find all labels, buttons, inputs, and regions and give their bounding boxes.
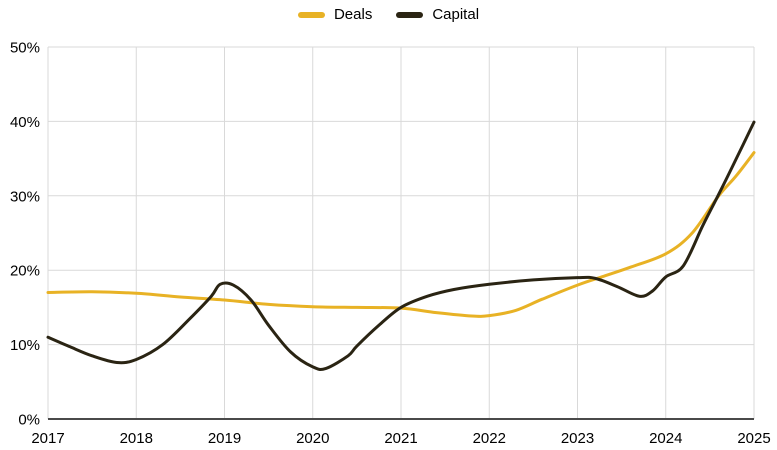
x-axis-label: 2019 bbox=[208, 430, 241, 447]
y-axis-label: 0% bbox=[18, 412, 40, 429]
y-axis-label: 20% bbox=[10, 263, 40, 280]
chart-legend: Deals Capital bbox=[0, 4, 777, 26]
x-axis-label: 2018 bbox=[120, 430, 153, 447]
y-axis-label: 10% bbox=[10, 337, 40, 354]
deals-line bbox=[46, 151, 756, 318]
capital-line bbox=[46, 120, 756, 371]
x-axis-label: 2025 bbox=[737, 430, 770, 447]
x-axis-label: 2023 bbox=[561, 430, 594, 447]
capital-line-swatch-icon bbox=[396, 12, 424, 18]
x-axis-label: 2020 bbox=[296, 430, 329, 447]
x-axis-label: 2024 bbox=[649, 430, 682, 447]
legend-item-capital[interactable]: Capital bbox=[396, 4, 479, 26]
legend-label-capital: Capital bbox=[432, 6, 480, 23]
y-axis-label: 50% bbox=[10, 40, 40, 57]
x-axis-label: 2022 bbox=[473, 430, 506, 447]
deals-line-swatch-icon bbox=[297, 12, 325, 18]
x-axis-label: 2017 bbox=[31, 430, 64, 447]
legend-label-deals: Deals bbox=[333, 6, 373, 23]
y-axis-label: 30% bbox=[10, 188, 40, 205]
x-axis-label: 2021 bbox=[384, 430, 417, 447]
y-axis-label: 40% bbox=[10, 114, 40, 131]
legend-item-deals[interactable]: Deals bbox=[297, 4, 373, 26]
